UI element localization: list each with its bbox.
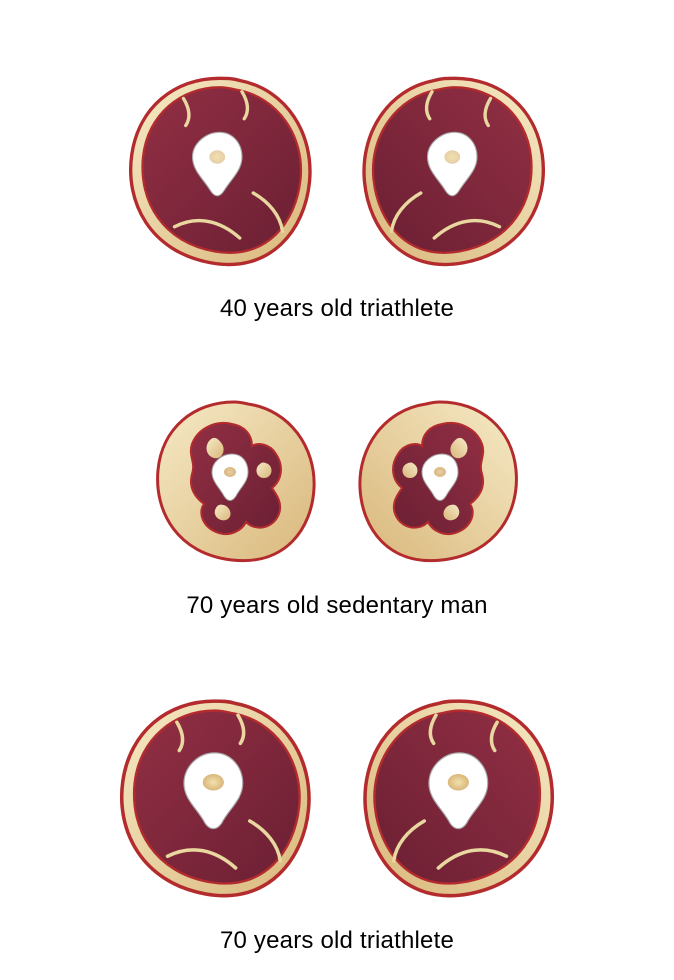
thigh-right-icon (342, 58, 567, 283)
thigh-right-icon (342, 380, 542, 580)
page: 40 years old triathlete (0, 0, 674, 980)
cross-section-pair (132, 380, 542, 580)
thigh-right-icon (342, 680, 577, 915)
thigh-left-icon (107, 58, 332, 283)
caption-70-sedentary: 70 years old sedentary man (186, 592, 487, 620)
caption-40-triathlete: 40 years old triathlete (220, 295, 454, 323)
thigh-left-icon (132, 380, 332, 580)
row-70-triathlete: 70 years old triathlete (0, 680, 674, 955)
caption-70-triathlete: 70 years old triathlete (220, 927, 454, 955)
cross-section-pair (107, 58, 567, 283)
row-70-sedentary: 70 years old sedentary man (0, 380, 674, 620)
cross-section-pair (97, 680, 577, 915)
row-40-triathlete: 40 years old triathlete (0, 58, 674, 323)
thigh-left-icon (97, 680, 332, 915)
